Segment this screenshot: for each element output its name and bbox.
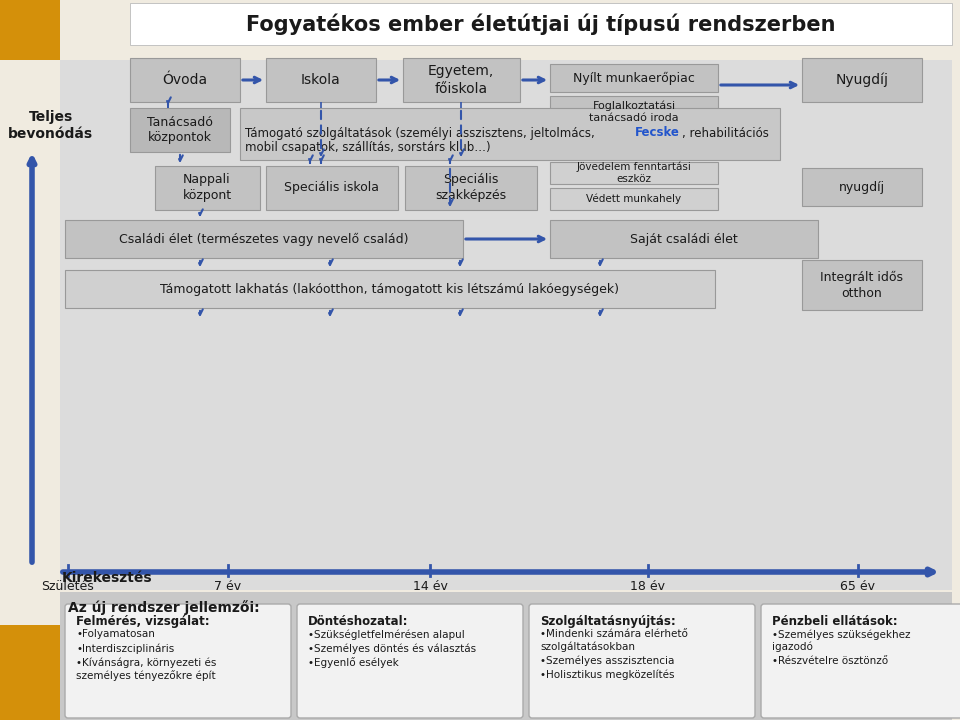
FancyBboxPatch shape	[0, 625, 60, 720]
Text: 7 év: 7 év	[214, 580, 242, 593]
Text: •Szükségletfelmérésen alapul: •Szükségletfelmérésen alapul	[308, 629, 465, 639]
FancyBboxPatch shape	[155, 166, 260, 210]
FancyBboxPatch shape	[65, 604, 291, 718]
FancyBboxPatch shape	[130, 3, 952, 45]
Text: Iskola: Iskola	[301, 73, 341, 87]
Text: Nyugdíj: Nyugdíj	[835, 73, 889, 87]
FancyBboxPatch shape	[130, 58, 240, 102]
Text: Pénzbeli ellátások:: Pénzbeli ellátások:	[772, 615, 898, 628]
Text: Foglalkoztatási
tanácsadó iroda: Foglalkoztatási tanácsadó iroda	[589, 101, 679, 123]
FancyBboxPatch shape	[802, 260, 922, 310]
FancyBboxPatch shape	[802, 58, 922, 102]
Text: Születés: Születés	[41, 580, 94, 593]
FancyBboxPatch shape	[550, 162, 718, 184]
FancyBboxPatch shape	[0, 0, 60, 60]
Text: Speciális
szakképzés: Speciális szakképzés	[436, 174, 507, 202]
Text: •Interdiszciplináris: •Interdiszciplináris	[76, 643, 175, 654]
FancyBboxPatch shape	[802, 168, 922, 206]
FancyBboxPatch shape	[266, 58, 376, 102]
FancyBboxPatch shape	[550, 96, 718, 128]
Text: Szolgáltatásnyújtás:: Szolgáltatásnyújtás:	[540, 615, 676, 628]
Text: •Személyes asszisztencia: •Személyes asszisztencia	[540, 656, 674, 667]
Text: •Holisztikus megközelítés: •Holisztikus megközelítés	[540, 670, 675, 680]
FancyBboxPatch shape	[65, 270, 715, 308]
Text: •Folyamatosan: •Folyamatosan	[76, 629, 155, 639]
Text: Kirekesztés: Kirekesztés	[62, 571, 153, 585]
FancyBboxPatch shape	[240, 108, 780, 160]
Text: mobil csapatok, szállítás, sorstárs klub…): mobil csapatok, szállítás, sorstárs klub…	[245, 142, 491, 155]
Text: Nyílt munkaerőpiac: Nyílt munkaerőpiac	[573, 71, 695, 84]
FancyBboxPatch shape	[297, 604, 523, 718]
Text: Fogyatékos ember életútjai új típusú rendszerben: Fogyatékos ember életútjai új típusú ren…	[247, 13, 836, 35]
Text: Védett munkahely: Védett munkahely	[587, 194, 682, 204]
Text: •Kívánságra, környezeti és
személyes tényezőkre épít: •Kívánságra, környezeti és személyes tén…	[76, 657, 216, 680]
FancyBboxPatch shape	[65, 220, 463, 258]
Text: , rehabilitációs: , rehabilitációs	[682, 127, 769, 140]
FancyBboxPatch shape	[403, 58, 520, 102]
Text: •Személyes döntés és választás: •Személyes döntés és választás	[308, 643, 476, 654]
Text: 65 év: 65 év	[841, 580, 876, 593]
Text: Családi élet (természetes vagy nevelő család): Családi élet (természetes vagy nevelő cs…	[119, 233, 409, 246]
Text: •Egyenlő esélyek: •Egyenlő esélyek	[308, 657, 398, 668]
Text: 14 év: 14 év	[413, 580, 447, 593]
Text: nyugdíj: nyugdíj	[839, 181, 885, 194]
Text: Óvoda: Óvoda	[162, 73, 207, 87]
FancyBboxPatch shape	[266, 166, 398, 210]
FancyBboxPatch shape	[550, 188, 718, 210]
FancyBboxPatch shape	[550, 64, 718, 92]
Text: Tanácsadó
központok: Tanácsadó központok	[147, 115, 213, 145]
Text: Felmérés, vizsgálat:: Felmérés, vizsgálat:	[76, 615, 209, 628]
Text: •Részvételre ösztönző: •Részvételre ösztönző	[772, 656, 888, 666]
FancyBboxPatch shape	[60, 60, 952, 590]
FancyBboxPatch shape	[550, 220, 818, 258]
Text: Fecske: Fecske	[635, 127, 680, 140]
Text: Nappali
központ: Nappali központ	[182, 174, 231, 202]
Text: Jövedelem fenntartási
eszköz: Jövedelem fenntartási eszköz	[577, 161, 691, 184]
Text: Egyetem,
főiskola: Egyetem, főiskola	[428, 64, 494, 96]
Text: Speciális iskola: Speciális iskola	[284, 181, 379, 194]
Text: Az új rendszer jellemzői:: Az új rendszer jellemzői:	[68, 600, 259, 615]
FancyBboxPatch shape	[529, 604, 755, 718]
Text: 18 év: 18 év	[631, 580, 665, 593]
FancyBboxPatch shape	[761, 604, 960, 718]
Text: •Személyes szükségekhez
igazodó: •Személyes szükségekhez igazodó	[772, 629, 910, 652]
FancyBboxPatch shape	[60, 592, 952, 720]
Text: Támogató szolgáltatások (személyi asszisztens, jeltolmács,: Támogató szolgáltatások (személyi asszis…	[245, 127, 598, 140]
Text: Integrált idős
otthon: Integrált idős otthon	[821, 271, 903, 300]
FancyBboxPatch shape	[130, 108, 230, 152]
Text: Döntéshozatal:: Döntéshozatal:	[308, 615, 409, 628]
Text: Támogatott lakhatás (lakóotthon, támogatott kis létszámú lakóegységek): Támogatott lakhatás (lakóotthon, támogat…	[160, 282, 619, 295]
Text: •Mindenki számára elérhető
szolgáltatásokban: •Mindenki számára elérhető szolgáltatáso…	[540, 629, 688, 652]
Text: Teljes
bevonódás: Teljes bevonódás	[8, 110, 93, 141]
Text: Saját családi élet: Saját családi élet	[630, 233, 738, 246]
FancyBboxPatch shape	[405, 166, 537, 210]
